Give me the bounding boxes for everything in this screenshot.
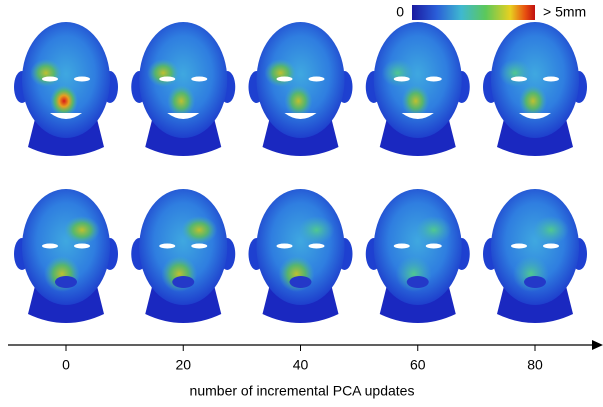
eye	[394, 77, 410, 82]
eye	[394, 244, 410, 249]
heat-spot	[265, 59, 297, 87]
tick-label: 0	[62, 357, 70, 373]
axis-arrow	[592, 340, 603, 350]
heat-spot	[181, 216, 217, 244]
face	[366, 189, 470, 323]
face	[249, 189, 353, 323]
face-grid	[14, 22, 587, 323]
eye	[159, 244, 175, 249]
heat-spot	[382, 59, 414, 87]
colorbar-min-label: 0	[396, 4, 404, 20]
heat-spot	[519, 85, 547, 117]
heat-spot	[30, 59, 62, 87]
eye	[309, 244, 325, 249]
axis-label: number of incremental PCA updates	[190, 383, 415, 399]
heat-spot	[64, 216, 100, 244]
tick-label: 20	[175, 357, 191, 373]
heat-spot	[416, 216, 452, 244]
page: 0 > 5mm number of incremental PCA update…	[0, 0, 603, 407]
mouth	[172, 276, 194, 288]
face	[483, 189, 587, 323]
eye	[309, 77, 325, 82]
eye	[511, 77, 527, 82]
eye	[426, 244, 442, 249]
heat-spot	[299, 216, 335, 244]
heat-spot	[147, 59, 179, 87]
face	[131, 22, 235, 156]
heat-spot	[499, 59, 531, 87]
face	[366, 22, 470, 156]
heat-spot	[50, 85, 78, 117]
eye	[277, 244, 293, 249]
figure: 0 > 5mm number of incremental PCA update…	[0, 0, 603, 407]
eye	[511, 244, 527, 249]
heat-spot	[167, 85, 195, 117]
tick-label: 60	[410, 357, 426, 373]
face	[14, 189, 118, 323]
colorbar-max-label: > 5mm	[543, 4, 586, 20]
eye	[159, 77, 175, 82]
eye	[42, 244, 58, 249]
eye	[543, 77, 559, 82]
tick-label: 40	[293, 357, 309, 373]
mouth	[55, 276, 77, 288]
eye	[543, 244, 559, 249]
eye	[74, 77, 90, 82]
heat-spot	[533, 216, 569, 244]
eye	[277, 77, 293, 82]
face	[14, 22, 118, 156]
mouth	[524, 276, 546, 288]
face	[249, 22, 353, 156]
tick-label: 80	[527, 357, 543, 373]
eye	[191, 244, 207, 249]
colorbar	[412, 5, 535, 20]
face	[131, 189, 235, 323]
mouth	[290, 276, 312, 288]
heat-spot	[402, 85, 430, 117]
eye	[74, 244, 90, 249]
mouth	[407, 276, 429, 288]
eye	[42, 77, 58, 82]
eye	[191, 77, 207, 82]
face	[483, 22, 587, 156]
heat-spot	[285, 85, 313, 117]
eye	[426, 77, 442, 82]
